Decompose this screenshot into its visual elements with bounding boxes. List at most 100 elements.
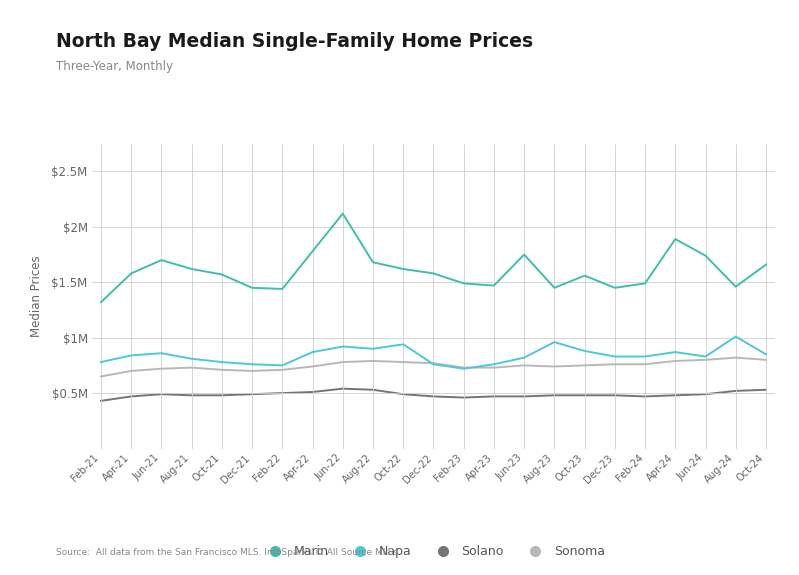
Line: Solano: Solano	[101, 389, 766, 401]
Napa	[187, 355, 197, 362]
Sonoma	[217, 366, 227, 373]
Marin	[550, 285, 559, 292]
Y-axis label: Median Prices: Median Prices	[30, 255, 43, 337]
Marin	[428, 270, 438, 277]
Sonoma	[96, 373, 105, 380]
Solano	[308, 389, 317, 396]
Sonoma	[731, 354, 741, 361]
Sonoma	[368, 358, 378, 365]
Solano	[670, 392, 680, 398]
Napa	[126, 352, 136, 359]
Napa	[338, 343, 348, 350]
Solano	[217, 392, 227, 398]
Marin	[338, 210, 348, 217]
Napa	[308, 348, 317, 355]
Sonoma	[580, 362, 590, 369]
Solano	[157, 391, 166, 398]
Sonoma	[248, 367, 257, 374]
Solano	[489, 393, 499, 400]
Sonoma	[640, 361, 650, 368]
Marin	[308, 248, 317, 255]
Napa	[248, 361, 257, 368]
Napa	[580, 347, 590, 354]
Napa	[368, 346, 378, 352]
Sonoma	[277, 366, 287, 373]
Sonoma	[761, 356, 771, 363]
Solano	[550, 392, 559, 398]
Sonoma	[187, 364, 197, 371]
Napa	[731, 333, 741, 340]
Solano	[459, 394, 468, 401]
Sonoma	[701, 356, 710, 363]
Napa	[428, 361, 438, 368]
Sonoma	[126, 367, 136, 374]
Marin	[96, 299, 105, 306]
Marin	[670, 236, 680, 243]
Solano	[731, 388, 741, 394]
Text: Three-Year, Monthly: Three-Year, Monthly	[56, 60, 173, 74]
Marin	[157, 256, 166, 263]
Napa	[670, 348, 680, 355]
Napa	[217, 359, 227, 366]
Solano	[519, 393, 529, 400]
Marin	[731, 283, 741, 290]
Solano	[96, 397, 105, 404]
Sonoma	[399, 359, 408, 366]
Napa	[489, 361, 499, 368]
Marin	[701, 252, 710, 259]
Line: Marin: Marin	[101, 213, 766, 302]
Marin	[640, 280, 650, 287]
Napa	[761, 351, 771, 358]
Napa	[640, 353, 650, 360]
Solano	[187, 392, 197, 398]
Sonoma	[157, 365, 166, 372]
Solano	[640, 393, 650, 400]
Solano	[428, 393, 438, 400]
Line: Sonoma: Sonoma	[101, 358, 766, 377]
Napa	[610, 353, 619, 360]
Napa	[277, 362, 287, 369]
Napa	[701, 353, 710, 360]
Marin	[217, 271, 227, 278]
Napa	[519, 354, 529, 361]
Sonoma	[428, 360, 438, 367]
Solano	[761, 386, 771, 393]
Marin	[459, 280, 468, 287]
Solano	[368, 386, 378, 393]
Text: Source:  All data from the San Francisco MLS. InfoSparks © All Source MLSs: Source: All data from the San Francisco …	[56, 547, 398, 557]
Marin	[126, 270, 136, 277]
Solano	[338, 385, 348, 392]
Sonoma	[489, 364, 499, 371]
Marin	[489, 282, 499, 289]
Napa	[399, 341, 408, 348]
Marin	[610, 285, 619, 292]
Marin	[368, 259, 378, 266]
Solano	[610, 392, 619, 398]
Line: Napa: Napa	[101, 336, 766, 369]
Sonoma	[550, 363, 559, 370]
Sonoma	[308, 363, 317, 370]
Sonoma	[610, 361, 619, 368]
Legend: Marin, Napa, Solano, Sonoma: Marin, Napa, Solano, Sonoma	[257, 540, 610, 563]
Sonoma	[670, 358, 680, 365]
Marin	[761, 261, 771, 268]
Sonoma	[338, 359, 348, 366]
Marin	[248, 285, 257, 292]
Marin	[399, 266, 408, 273]
Solano	[126, 393, 136, 400]
Marin	[519, 251, 529, 258]
Napa	[96, 359, 105, 366]
Solano	[399, 391, 408, 398]
Napa	[550, 339, 559, 346]
Marin	[580, 272, 590, 279]
Solano	[277, 390, 287, 397]
Text: North Bay Median Single-Family Home Prices: North Bay Median Single-Family Home Pric…	[56, 32, 533, 51]
Napa	[459, 365, 468, 372]
Marin	[187, 266, 197, 273]
Solano	[580, 392, 590, 398]
Sonoma	[459, 364, 468, 371]
Marin	[277, 285, 287, 292]
Sonoma	[519, 362, 529, 369]
Solano	[248, 391, 257, 398]
Solano	[701, 391, 710, 398]
